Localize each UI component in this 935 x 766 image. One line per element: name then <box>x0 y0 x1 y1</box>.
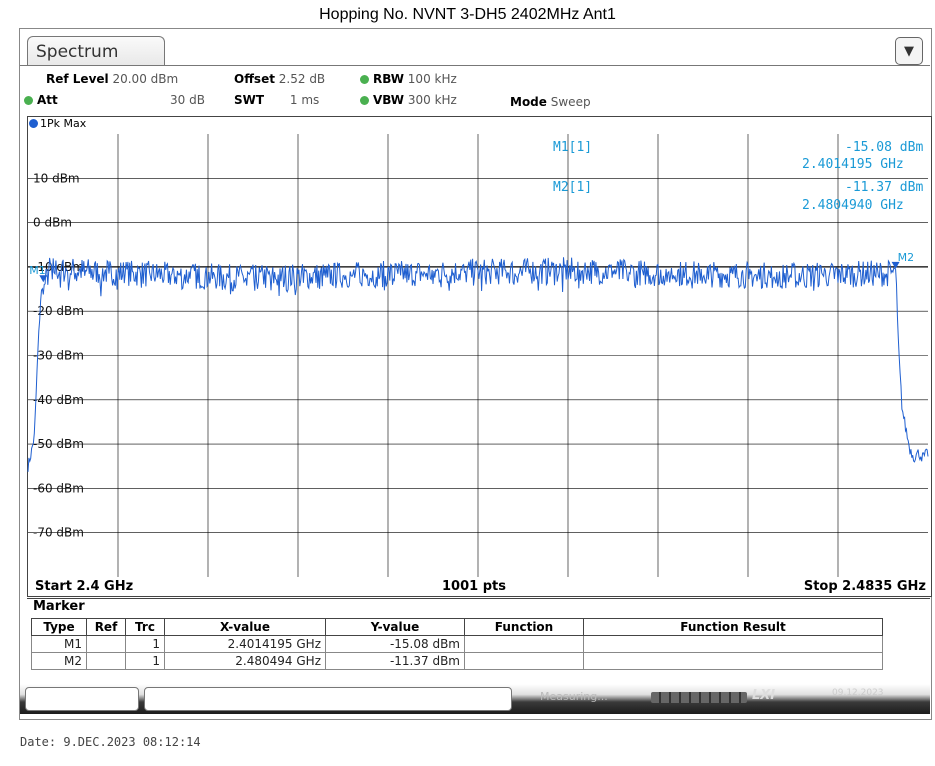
att-setting: Att <box>24 93 58 107</box>
cell-ref <box>86 635 126 653</box>
ref-level-value: 20.00 dBm <box>112 72 179 86</box>
m1-readout-freq: 2.4014195 GHz <box>802 157 904 172</box>
cell-type: M1 <box>31 635 87 653</box>
marker-table-header: Type Ref Trc X-value Y-value Function Fu… <box>31 618 883 636</box>
rbw-value: 100 kHz <box>407 72 457 86</box>
page-title: Hopping No. NVNT 3-DH5 2402MHz Ant1 <box>319 6 616 23</box>
swt-label: SWT <box>234 93 265 107</box>
swt-setting: SWT 1 ms <box>234 93 319 107</box>
status-field-2[interactable] <box>144 687 512 711</box>
att-coupled-indicator <box>24 96 33 105</box>
trace-indicator-icon <box>29 119 38 128</box>
lxi-logo: LXI <box>752 688 776 703</box>
vbw-value: 300 kHz <box>407 93 457 107</box>
cell-trc: 1 <box>125 635 165 653</box>
cell-x-value: 2.4014195 GHz <box>164 635 326 653</box>
ref-level-label: Ref Level <box>46 72 109 86</box>
swt-value: 1 ms <box>289 93 320 107</box>
att-value: 30 dB <box>170 93 205 107</box>
att-value-cell: 30 dB <box>170 93 205 107</box>
col-function: Function <box>464 618 584 636</box>
stop-frequency: Stop 2.4835 GHz <box>803 579 926 594</box>
rbw-label: RBW <box>373 72 404 86</box>
frequency-axis-bar: Start 2.4 GHz 1001 pts Stop 2.4835 GHz <box>27 577 930 597</box>
cell-x-value: 2.480494 GHz <box>164 652 326 670</box>
spectrum-plot-frame <box>27 116 932 597</box>
offset-setting: Offset 2.52 dB <box>234 72 325 86</box>
tab-spectrum[interactable]: Spectrum <box>27 36 165 66</box>
cell-function <box>464 635 584 653</box>
mode-setting: Mode Sweep <box>510 95 591 109</box>
col-x-value: X-value <box>164 618 326 636</box>
measuring-status: Measuring... <box>540 690 608 703</box>
cell-y-value: -15.08 dBm <box>325 635 465 653</box>
trace-label-text: 1Pk Max <box>40 117 87 130</box>
col-type: Type <box>31 618 87 636</box>
rbw-setting: RBW 100 kHz <box>360 72 457 86</box>
mode-label: Mode <box>510 95 547 109</box>
cell-y-value: -11.37 dBm <box>325 652 465 670</box>
vbw-setting: VBW 300 kHz <box>360 93 457 107</box>
offset-label: Offset <box>234 72 275 86</box>
status-field-1[interactable] <box>25 687 139 711</box>
status-date: 09.12.2023 <box>832 688 884 698</box>
col-y-value: Y-value <box>325 618 465 636</box>
m1-readout-level: -15.08 dBm <box>845 140 924 155</box>
table-row[interactable]: M2 1 2.480494 GHz -11.37 dBm <box>31 652 883 670</box>
ref-level-setting: Ref Level 20.00 dBm <box>46 72 178 86</box>
cell-function <box>464 652 584 670</box>
col-trc: Trc <box>125 618 165 636</box>
table-row[interactable]: M1 1 2.4014195 GHz -15.08 dBm <box>31 635 883 653</box>
m2-readout-level: -11.37 dBm <box>845 180 924 195</box>
trace-label: 1Pk Max <box>29 117 86 130</box>
marker-table: Type Ref Trc X-value Y-value Function Fu… <box>31 618 883 670</box>
col-function-result: Function Result <box>583 618 883 636</box>
m2-readout-freq: 2.4804940 GHz <box>802 198 904 213</box>
menu-icon[interactable]: ▼ <box>895 37 923 65</box>
col-ref: Ref <box>86 618 126 636</box>
offset-value: 2.52 dB <box>278 72 326 86</box>
cell-function-result <box>583 635 883 653</box>
progress-bar <box>651 692 747 703</box>
cell-ref <box>86 652 126 670</box>
att-label: Att <box>37 93 58 107</box>
sweep-points: 1001 pts <box>442 579 506 594</box>
rbw-coupled-indicator <box>360 75 369 84</box>
vbw-label: VBW <box>373 93 405 107</box>
m2-readout-name: M2[1] <box>553 180 593 195</box>
cell-function-result <box>583 652 883 670</box>
vbw-coupled-indicator <box>360 96 369 105</box>
cell-type: M2 <box>31 652 87 670</box>
cell-trc: 1 <box>125 652 165 670</box>
mode-value: Sweep <box>550 95 591 109</box>
marker-table-title: Marker <box>27 598 930 616</box>
capture-date: Date: 9.DEC.2023 08:12:14 <box>20 735 201 749</box>
m1-readout-name: M1[1] <box>553 140 593 155</box>
tab-divider <box>20 65 930 66</box>
start-frequency: Start 2.4 GHz <box>35 579 134 594</box>
